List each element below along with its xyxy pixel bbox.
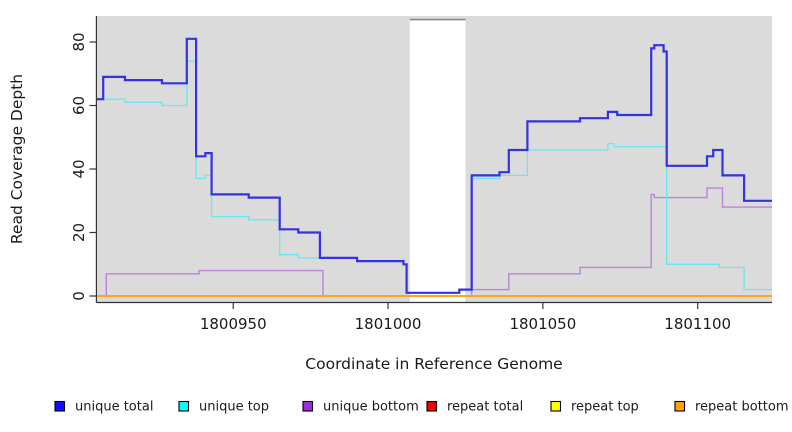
legend-label-unique-bottom: unique bottom bbox=[323, 400, 419, 415]
legend-swatch-unique-bottom bbox=[302, 400, 314, 412]
x-tick-label: 1801000 bbox=[355, 315, 422, 333]
y-tick-label: 60 bbox=[70, 96, 88, 115]
plot-background bbox=[97, 16, 772, 303]
x-tick-label: 1801100 bbox=[664, 315, 731, 333]
legend-label-unique-top: unique top bbox=[199, 400, 269, 415]
x-tick-label: 1801050 bbox=[509, 315, 576, 333]
y-tick-label: 40 bbox=[70, 159, 88, 178]
legend-label-unique-total: unique total bbox=[75, 400, 153, 415]
missing-data-gap bbox=[409, 20, 466, 303]
y-axis-title: Read Coverage Depth bbox=[8, 74, 26, 244]
legend-swatch-unique-total bbox=[54, 400, 66, 412]
x-axis-title: Coordinate in Reference Genome bbox=[305, 355, 562, 373]
legend-swatch-repeat-bottom bbox=[674, 400, 686, 412]
y-tick-label: 80 bbox=[70, 32, 88, 51]
legend-label-repeat-bottom: repeat bottom bbox=[695, 400, 789, 415]
axes-layer: 0 20 40 60 80 1800950 1801000 1801050 1801100 bbox=[70, 16, 772, 333]
y-tick-label: 20 bbox=[70, 223, 88, 242]
legend-label-repeat-top: repeat top bbox=[571, 400, 639, 415]
series-unique-bottom bbox=[97, 187, 772, 297]
legend-swatch-repeat-top bbox=[550, 400, 562, 412]
legend-label-repeat-total: repeat total bbox=[447, 400, 523, 415]
series-unique-total bbox=[97, 37, 772, 294]
series-layer bbox=[97, 37, 772, 297]
legend-swatch-unique-top bbox=[178, 400, 190, 412]
x-tick-label: 1800950 bbox=[200, 315, 267, 333]
legend: unique total unique top unique bottom repea… bbox=[54, 400, 789, 415]
y-tick-label: 0 bbox=[70, 291, 88, 301]
legend-swatch-repeat-total bbox=[426, 400, 438, 412]
